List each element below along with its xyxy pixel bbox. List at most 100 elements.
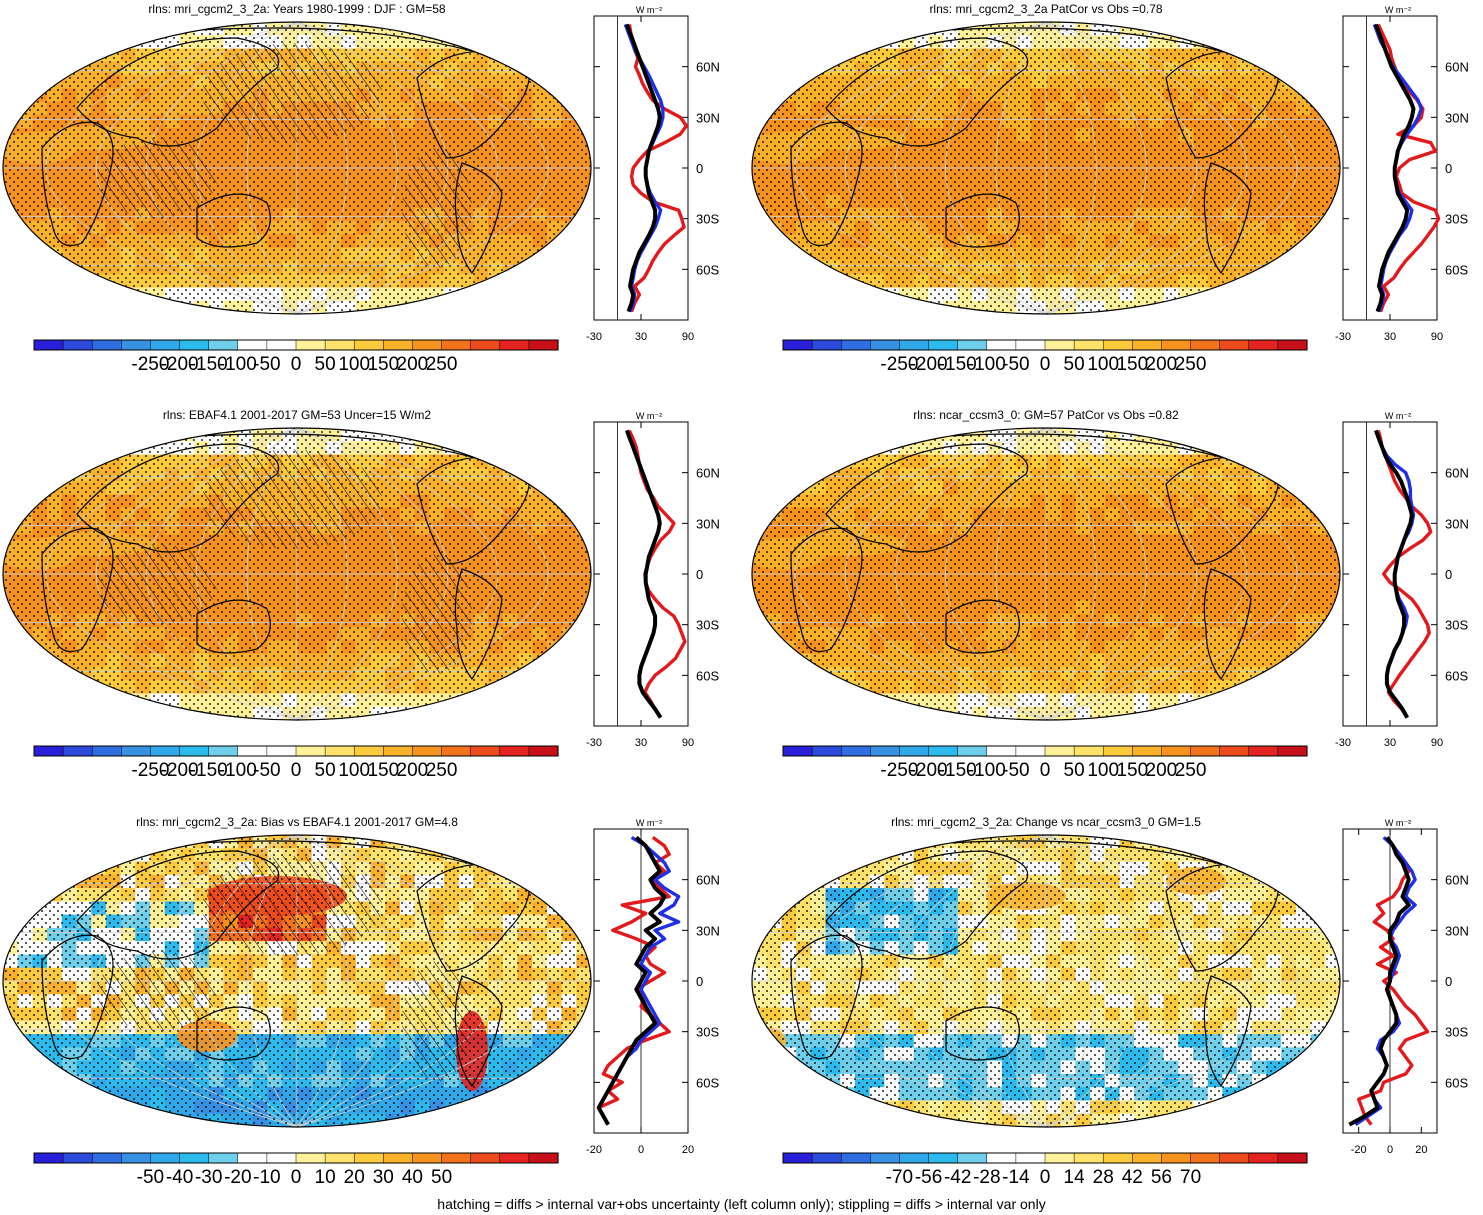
colorbar-swatch	[840, 339, 871, 351]
colorbar-swatch	[295, 1152, 326, 1164]
colorbar-swatch	[986, 339, 1017, 351]
colorbar-swatch	[150, 1152, 181, 1164]
colorbar-swatch	[1044, 745, 1075, 757]
profile-xtick-label: 90	[1431, 331, 1443, 343]
profile-unit-label: W m⁻²	[1385, 818, 1411, 828]
colorbar-swatch	[383, 1152, 413, 1164]
colorbar-tick-label: -100	[219, 760, 257, 781]
profile-unit-label: W m⁻²	[1385, 411, 1411, 421]
colorbar-swatch	[1132, 339, 1162, 351]
map-outline	[751, 834, 1341, 1128]
colorbar-swatch	[266, 745, 297, 757]
colorbar-swatch	[121, 1152, 151, 1164]
colorbar-tick-label: 10	[315, 1167, 336, 1188]
panel-title: rlns: EBAF4.1 2001-2017 GM=53 Uncer=15 W…	[163, 408, 431, 422]
colorbar-swatch	[150, 745, 181, 757]
map-outline	[2, 427, 592, 721]
colorbar-tick-label: 0	[291, 760, 302, 781]
colorbar-swatch	[528, 745, 559, 757]
profile-series-0	[627, 24, 689, 313]
colorbar-swatch	[1248, 745, 1279, 757]
colorbar-swatch	[928, 745, 959, 757]
profile-ytick-label: 30S	[696, 212, 719, 227]
profile-ytick-label: 60N	[696, 873, 720, 888]
colorbar-tick-label: -28	[973, 1167, 1000, 1188]
colorbar-tick-label: 0	[291, 354, 302, 375]
colorbar-tick-label: 50	[315, 354, 336, 375]
colorbar-swatch	[811, 745, 842, 757]
colorbar-swatch	[91, 339, 122, 351]
profile-ytick-label: 30S	[1445, 618, 1468, 633]
colorbar-swatch	[62, 1152, 93, 1164]
colorbar-tick-label: 0	[291, 1167, 302, 1188]
profile-xtick-label: -30	[586, 331, 602, 343]
colorbar-swatch	[441, 339, 472, 351]
profile-xtick-label: 90	[682, 331, 694, 343]
colorbar-swatch	[412, 745, 443, 757]
profile-ytick-label: 60S	[696, 1075, 719, 1090]
colorbar-tick-label: 28	[1093, 1167, 1114, 1188]
colorbar-tick-label: -14	[1002, 1167, 1030, 1188]
colorbar-swatch	[1015, 745, 1046, 757]
colorbar-swatch	[470, 745, 501, 757]
colorbar-swatch	[811, 1152, 842, 1164]
colorbar-swatch	[121, 745, 151, 757]
colorbar-tick-label: 200	[397, 354, 429, 375]
colorbar-swatch	[782, 339, 813, 351]
colorbar-tick-label: 50	[431, 1167, 452, 1188]
colorbar-tick-label: 40	[402, 1167, 423, 1188]
colorbar-tick-label: 100	[1087, 354, 1119, 375]
profile-ytick-label: 0	[1445, 161, 1452, 176]
colorbar-swatch	[1161, 1152, 1192, 1164]
profile-xtick-label: 90	[1431, 737, 1443, 749]
colorbar-swatch	[1161, 339, 1192, 351]
colorbar-tick-label: -100	[968, 354, 1006, 375]
colorbar-swatch	[957, 339, 988, 351]
colorbar-tick-label: -150	[939, 760, 977, 781]
profile-series-2	[625, 429, 663, 719]
panel-title: rlns: mri_cgcm2_3_2a: Bias vs EBAF4.1 20…	[136, 815, 458, 829]
profile-ytick-label: 60N	[696, 60, 720, 75]
hatching-region-0	[202, 856, 382, 956]
panel-p4: rlns: ncar_ccsm3_0: GM=57 PatCor vs Obs …	[751, 408, 1469, 781]
colorbar-swatch	[121, 339, 151, 351]
colorbar: -70 -56 -42 -28 -14 0 14 28 42 56 70	[782, 1152, 1308, 1188]
profile-xtick-label: 20	[682, 1144, 694, 1156]
profile-series-2	[1374, 429, 1414, 719]
colorbar-swatch	[150, 339, 181, 351]
colorbar-swatch	[986, 745, 1017, 757]
colorbar-swatch	[237, 1152, 268, 1164]
colorbar-tick-label: 100	[338, 354, 370, 375]
colorbar-swatch	[1277, 339, 1308, 351]
profile-xtick-label: 30	[635, 331, 647, 343]
profile-series-0	[1376, 23, 1441, 313]
colorbar-tick-label: -200	[161, 354, 199, 375]
colorbar-tick-label: 50	[1064, 760, 1085, 781]
colorbar-tick-label: 250	[426, 354, 458, 375]
stippling-overlay	[752, 835, 1340, 1127]
colorbar-swatch	[33, 1152, 64, 1164]
colorbar-swatch	[1044, 339, 1075, 351]
hatching-region-1	[402, 148, 472, 268]
colorbar-tick-label: -50	[253, 354, 280, 375]
colorbar-swatch	[62, 745, 93, 757]
stippling-overlay	[752, 22, 1340, 314]
map-field	[3, 835, 591, 1127]
hatching-region-0	[202, 43, 382, 143]
profile-series-2	[625, 23, 662, 313]
panel-p2: rlns: mri_cgcm2_3_2a PatCor vs Obs =0.78…	[751, 2, 1469, 375]
colorbar-swatch	[1219, 745, 1250, 757]
profile-ytick-label: 60N	[1445, 60, 1469, 75]
colorbar-swatch	[1132, 745, 1162, 757]
hatching-region-2	[97, 951, 217, 1031]
colorbar-swatch	[208, 745, 239, 757]
profile-xtick-label: 30	[1384, 331, 1396, 343]
colorbar-tick-label: 100	[1087, 760, 1119, 781]
colorbar-frame	[782, 745, 1308, 757]
zonal-profile: W m⁻² -30 30 90 60N 30N 0 30S 60S	[1335, 5, 1469, 343]
figure-footnote: hatching = diffs > internal var+obs unce…	[437, 1196, 1046, 1212]
colorbar-swatch	[1161, 745, 1192, 757]
colorbar-tick-label: 150	[367, 354, 399, 375]
